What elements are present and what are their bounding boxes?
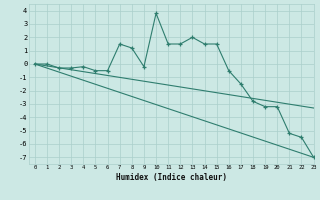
X-axis label: Humidex (Indice chaleur): Humidex (Indice chaleur) (116, 173, 227, 182)
